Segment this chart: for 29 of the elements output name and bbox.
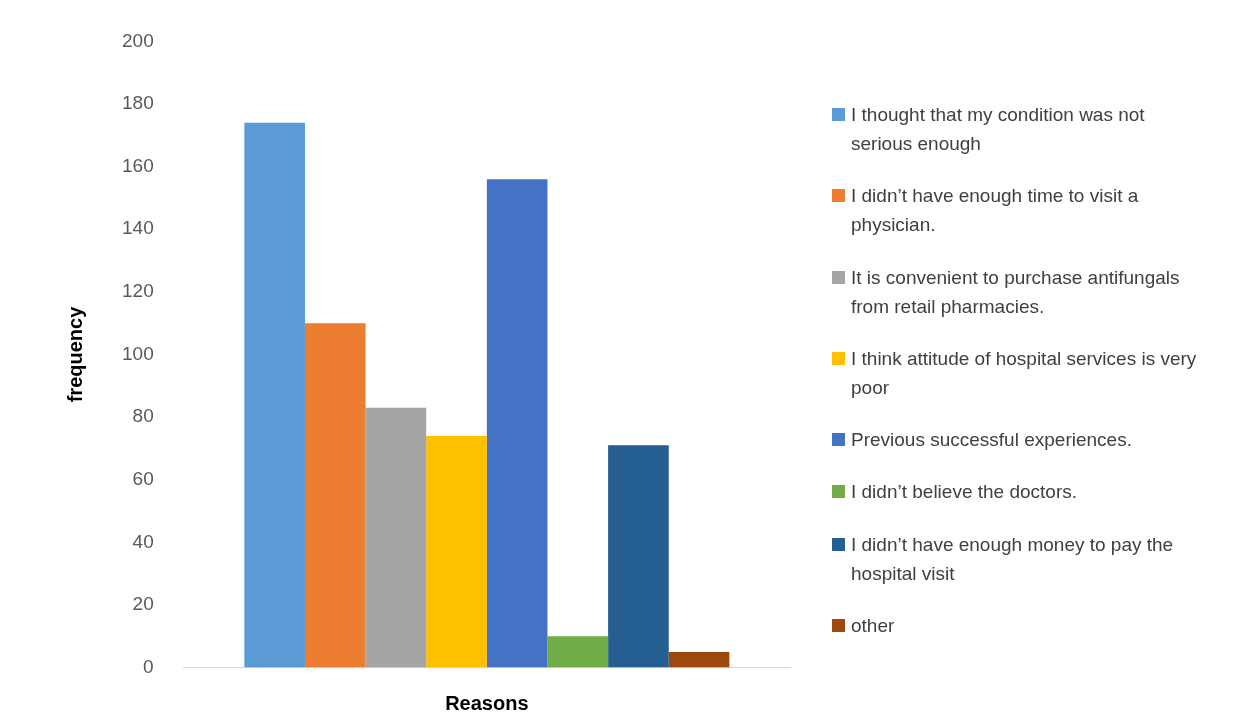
- y-tick-label: 120: [122, 280, 154, 302]
- legend-label: I thought that my condition was not serious enough: [851, 103, 1146, 156]
- y-tick-label: 60: [132, 467, 154, 489]
- legend-label: I think attitude of hospital services is very poor: [851, 346, 1198, 400]
- legend-label: Previous successful experiences.: [851, 428, 1132, 453]
- y-tick-label: 180: [122, 92, 154, 114]
- y-tick-label: 140: [122, 217, 154, 239]
- bar: [244, 122, 305, 668]
- x-axis-title: Reasons: [445, 691, 529, 714]
- y-tick-label: 160: [122, 154, 154, 176]
- bar: [668, 651, 730, 668]
- y-tick-label: 20: [132, 593, 154, 615]
- bar: [304, 323, 366, 668]
- y-tick-label: 100: [122, 342, 154, 364]
- legend-label: I didn’t have enough money to pay the hospital visit: [851, 532, 1175, 586]
- legend-label: I didn’t believe the doctors.: [851, 480, 1078, 505]
- bar: [547, 636, 609, 668]
- y-tick-label: 0: [143, 655, 154, 677]
- bar: [365, 407, 427, 668]
- bar: [608, 445, 669, 668]
- y-tick-label: 80: [132, 405, 154, 427]
- bar: [426, 435, 487, 668]
- legend-label: I didn’t have enough time to visit a physician.: [851, 184, 1140, 238]
- legend-label: It is convenient to purchase antifungals from retail pharmacies.: [851, 265, 1181, 319]
- bar: [486, 179, 548, 668]
- y-tick-label: 200: [122, 29, 154, 51]
- y-tick-label: 40: [132, 530, 154, 552]
- legend-label: other: [851, 613, 895, 638]
- y-axis-title: frequency: [63, 305, 86, 403]
